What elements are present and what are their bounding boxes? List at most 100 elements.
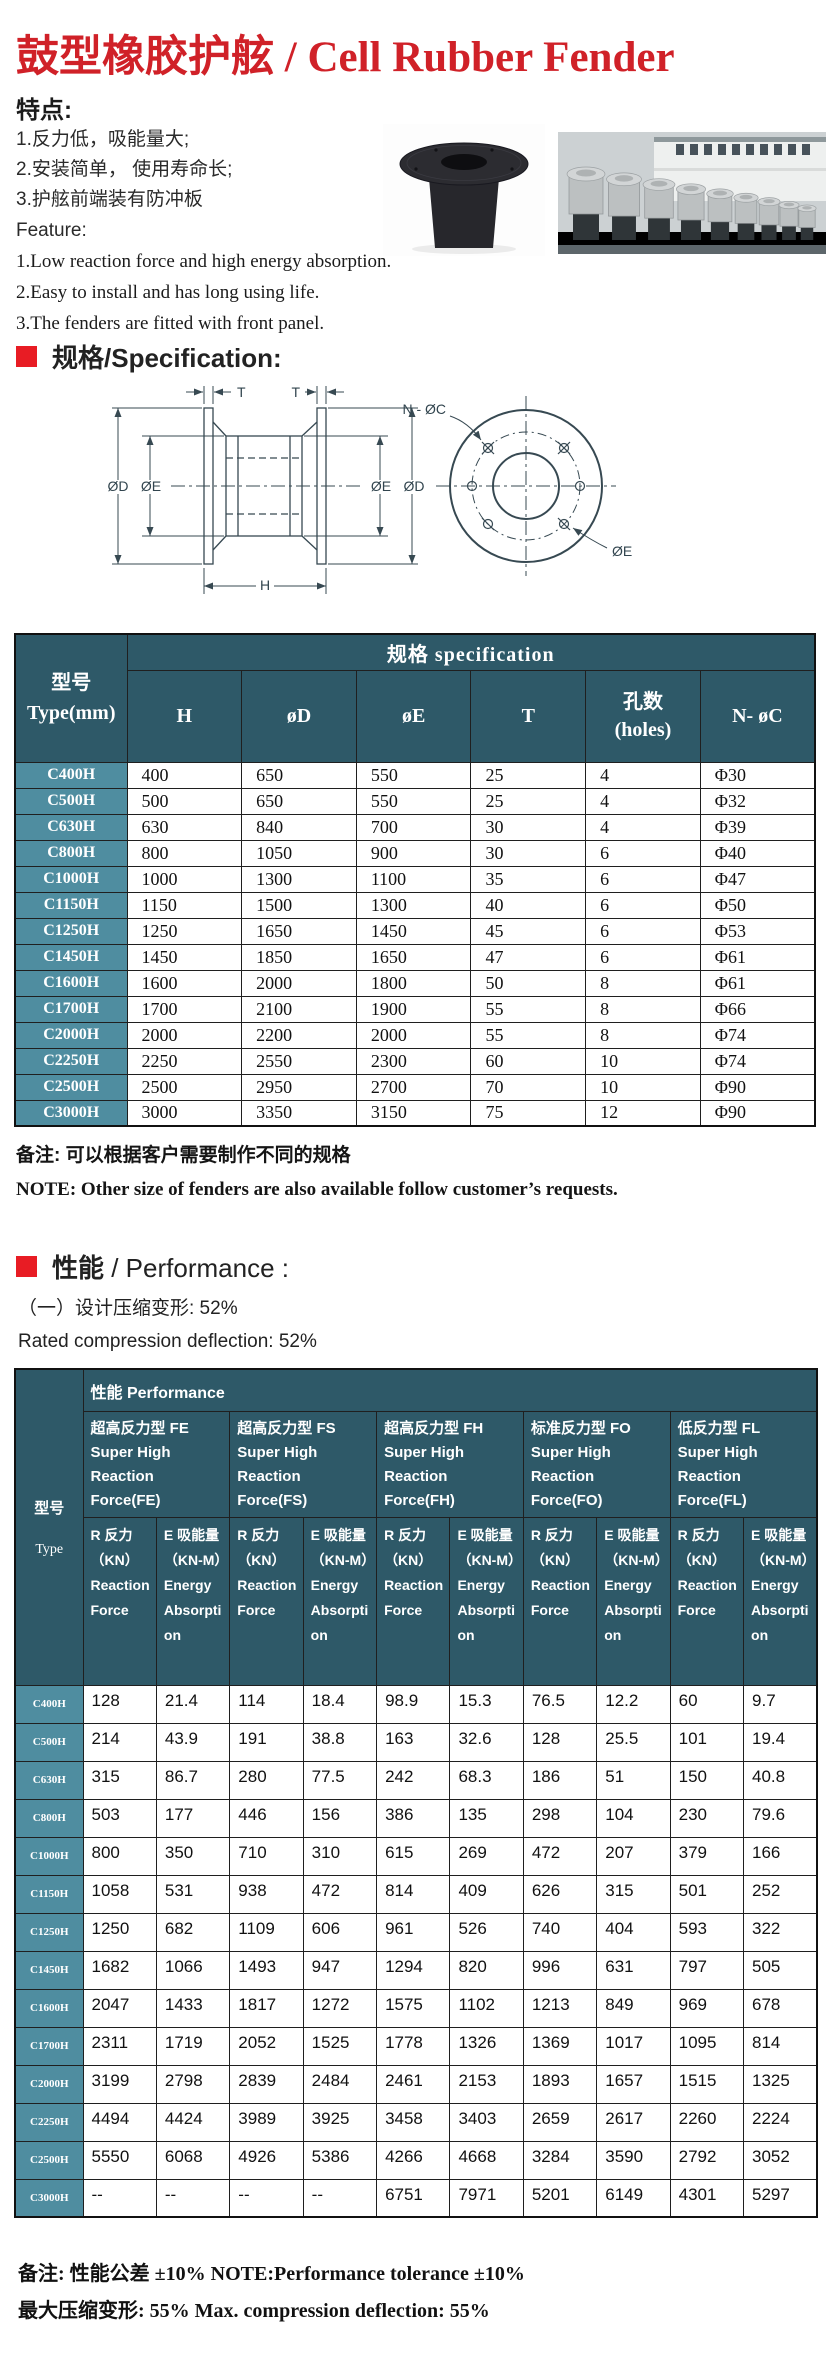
spec-value-cell: 1650 [355, 943, 472, 971]
perf-value-cell: 230 [669, 1798, 745, 1838]
spec-value-cell: 30 [470, 813, 587, 841]
perf-value-cell: 849 [596, 1988, 671, 2028]
perf-value-cell: 298 [522, 1798, 598, 1838]
perf-subcol-reaction: R 反力 （KN） Reaction Force [522, 1516, 598, 1686]
spec-value-cell: Φ90 [699, 1099, 816, 1127]
perf-value-cell: 4926 [229, 2140, 304, 2180]
perf-value-cell: 315 [82, 1760, 157, 1800]
spec-value-cell: 55 [470, 995, 587, 1023]
spec-value-cell: 550 [355, 761, 472, 789]
perf-subcol-unit: （KN） [677, 1551, 726, 1568]
perf-group-header: 超高反力型 FH Super High Reaction Force(FH) [376, 1410, 524, 1518]
spec-value-cell: 47 [470, 943, 587, 971]
perf-subcol-reaction: R 反力 （KN） Reaction Force [669, 1516, 745, 1686]
spec-value-cell: 6 [585, 891, 701, 919]
perf-subcol-en: Reaction Force [384, 1576, 444, 1619]
fender-shape [606, 172, 642, 240]
perf-value-cell: 1893 [522, 2064, 598, 2104]
perf-group-cn: 超高反力型 FE [90, 1419, 189, 1437]
spec-table-row: C1000H 1000 1300 1100 35 6 Φ47 [14, 865, 816, 893]
perf-value-cell: -- [302, 2178, 378, 2218]
perf-value-cell: 1213 [522, 1988, 598, 2028]
spec-value-cell: 4 [585, 813, 701, 841]
spec-value-cell: 1150 [126, 891, 243, 919]
spec-column-line1: T [521, 705, 535, 727]
spec-value-cell: 1650 [241, 917, 357, 945]
perf-type-cell: C1250H [14, 1912, 84, 1952]
fender-shape [642, 178, 676, 240]
perf-value-cell: 3284 [522, 2140, 598, 2180]
perf-table-row: C1250H 1250 682 1109 606 961 526 740 404 593 322 [14, 1912, 818, 1952]
fender-shape [566, 166, 606, 240]
perf-value-cell: 191 [229, 1722, 304, 1762]
perf-subcol-cn: E 吸能量 [163, 1526, 220, 1543]
spec-type-cell: C3000H [14, 1099, 128, 1127]
spec-column-header: øE [355, 669, 472, 763]
perf-value-cell: 386 [376, 1798, 451, 1838]
perf-value-cell: 3403 [449, 2102, 524, 2142]
spec-value-cell: 10 [585, 1073, 701, 1101]
spec-value-cell: 55 [470, 1021, 587, 1049]
feature-item-en: 2.Easy to install and has long using lif… [16, 282, 320, 303]
spec-table-row: C2250H 2250 2550 2300 60 10 Φ74 [14, 1047, 816, 1075]
spec-corner-cn: 型号 [51, 672, 92, 695]
spec-type-cell: C2250H [14, 1047, 128, 1075]
perf-value-cell: 9.7 [743, 1684, 818, 1724]
perf-type-cell: C400H [14, 1684, 84, 1724]
installation-photo-drawing [558, 132, 826, 254]
perf-group-header: 超高反力型 FE Super High Reaction Force(FE) [82, 1410, 231, 1518]
perf-value-cell: 996 [522, 1950, 598, 1990]
perf-value-cell: 135 [449, 1798, 524, 1838]
perf-group-en: Super High Reaction Force(FO) [530, 1443, 611, 1509]
features-heading-cn: 特点: [16, 97, 72, 124]
features-list-cn: 1.反力低，吸能量大; 2.安装简单， 使用寿命长; 3.护舷前端装有防冲板 [16, 125, 394, 215]
spec-value-cell: 900 [355, 839, 472, 867]
perf-subcol-en: Energy Absorption [751, 1576, 809, 1644]
spec-corner-cell: 型号 Type(mm) [14, 633, 128, 763]
spec-value-cell: 1250 [126, 917, 243, 945]
features-list-en: 1.Low reaction force and high energy abs… [16, 246, 394, 339]
spec-table-row: C2500H 2500 2950 2700 70 10 Φ90 [14, 1073, 816, 1101]
fender-shape [676, 183, 706, 240]
perf-subcol-en: Reaction Force [237, 1576, 297, 1619]
perf-type-cell: C1000H [14, 1836, 84, 1876]
perf-subcol-en: Energy Absorption [457, 1576, 516, 1644]
perf-corner-en: Type [35, 1541, 64, 1557]
perf-table-row: C630H 315 86.7 280 77.5 242 68.3 186 51 150 40.8 [14, 1760, 818, 1800]
footer-notes: 备注: 性能公差 ±10% NOTE:Performance tolerance… [18, 2256, 525, 2330]
spec-column-line1: øE [401, 705, 426, 727]
perf-subcol-reaction: R 反力 （KN） Reaction Force [376, 1516, 451, 1686]
perf-value-cell: 6068 [155, 2140, 231, 2180]
spec-table-row: C500H 500 650 550 25 4 Φ32 [14, 787, 816, 815]
perf-type-cell: C800H [14, 1798, 84, 1838]
perf-value-cell: 280 [229, 1760, 304, 1800]
spec-value-cell: Φ66 [699, 995, 816, 1023]
perf-type-cell: C630H [14, 1760, 84, 1800]
fender-shape [706, 188, 734, 240]
perf-table-row: C1450H 1682 1066 1493 947 1294 820 996 631 797 505 [14, 1950, 818, 1990]
perf-value-cell: 626 [522, 1874, 598, 1914]
perf-value-cell: 1433 [155, 1988, 231, 2028]
perf-value-cell: 682 [155, 1912, 231, 1952]
perf-subtext-cn: （一）设计压缩变形: 52% [18, 1298, 238, 1319]
spec-value-cell: 500 [126, 787, 243, 815]
perf-subcol-reaction: R 反力 （KN） Reaction Force [82, 1516, 157, 1686]
perf-value-cell: 1095 [669, 2026, 745, 2066]
perf-subcol-cn: R 反力 [90, 1526, 133, 1543]
perf-type-cell: C2500H [14, 2140, 84, 2180]
spec-value-cell: 1450 [355, 917, 472, 945]
spec-value-cell: 1600 [126, 969, 243, 997]
product-photo [383, 124, 545, 256]
dimension-diagram: ØD ØE ØE ØD H T T N - ØC ØE [76, 378, 656, 622]
spec-value-cell: 50 [470, 969, 587, 997]
perf-subcol-cn: R 反力 [384, 1526, 427, 1543]
fender-shape [797, 204, 817, 240]
perf-value-cell: 472 [522, 1836, 598, 1876]
feature-item-cn: 1.反力低，吸能量大; [16, 129, 190, 150]
perf-value-cell: -- [155, 2178, 231, 2218]
spec-column-line2: (holes) [614, 719, 672, 741]
perf-value-cell: 593 [669, 1912, 745, 1952]
perf-value-cell: 6751 [376, 2178, 451, 2218]
perf-value-cell: 797 [669, 1950, 745, 1990]
perf-heading-en: / Performance : [104, 1253, 289, 1283]
